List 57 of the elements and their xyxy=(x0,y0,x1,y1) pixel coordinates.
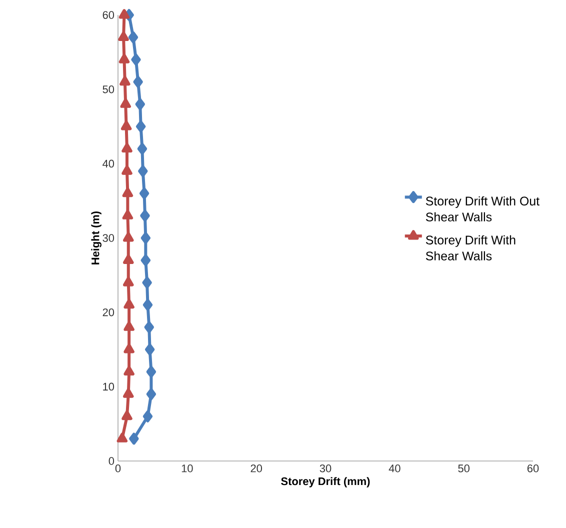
x-tick-label: 30 xyxy=(320,464,332,472)
x-tick-label: 60 xyxy=(527,464,539,472)
point xyxy=(122,232,134,242)
legend-label: Storey Drift With Out Shear Walls xyxy=(426,196,540,222)
x-tick-label: 0 xyxy=(115,464,121,472)
x-tick-label: 40 xyxy=(388,464,400,472)
point xyxy=(136,120,146,132)
point xyxy=(122,142,132,153)
point xyxy=(133,76,143,88)
x-axis-title: Storey Drift (mm) xyxy=(281,477,370,488)
point xyxy=(118,9,130,19)
point xyxy=(144,321,154,334)
point xyxy=(122,165,132,175)
point xyxy=(122,410,132,420)
point xyxy=(122,388,134,398)
x-tick-label: 50 xyxy=(458,464,470,472)
point xyxy=(120,120,132,130)
x-tick-label: 10 xyxy=(182,464,193,472)
y-tick-label: 50 xyxy=(102,85,114,94)
y-tick-label: 40 xyxy=(102,160,114,168)
point xyxy=(131,54,141,66)
point xyxy=(120,76,130,86)
point xyxy=(140,254,151,266)
point xyxy=(124,321,134,331)
point xyxy=(137,142,148,155)
point xyxy=(122,187,134,198)
point xyxy=(124,298,134,309)
x-tick-label: 20 xyxy=(250,464,262,472)
point xyxy=(118,54,130,64)
y-axis-title: Height (m) xyxy=(91,211,102,264)
point xyxy=(122,254,134,264)
y-tick-label: 60 xyxy=(102,11,114,19)
point xyxy=(138,165,148,178)
point xyxy=(124,344,134,354)
legend-label: Storey Drift With Shear Walls xyxy=(426,235,516,260)
y-tick-label: 30 xyxy=(102,234,114,242)
point xyxy=(139,187,150,200)
point xyxy=(116,432,128,442)
point xyxy=(140,232,151,244)
point xyxy=(142,410,153,422)
point xyxy=(128,31,138,44)
point xyxy=(142,298,153,311)
point xyxy=(124,366,134,376)
point xyxy=(146,366,156,378)
point xyxy=(140,210,150,222)
y-tick-label: 0 xyxy=(108,457,114,465)
point xyxy=(122,210,134,220)
point xyxy=(118,31,129,42)
point xyxy=(144,344,155,356)
point xyxy=(135,98,145,110)
point xyxy=(146,388,156,400)
point xyxy=(129,432,139,445)
y-tick-label: 20 xyxy=(102,308,114,316)
point xyxy=(120,98,131,108)
point xyxy=(142,276,152,289)
point xyxy=(122,276,134,286)
y-tick-label: 10 xyxy=(103,382,114,391)
